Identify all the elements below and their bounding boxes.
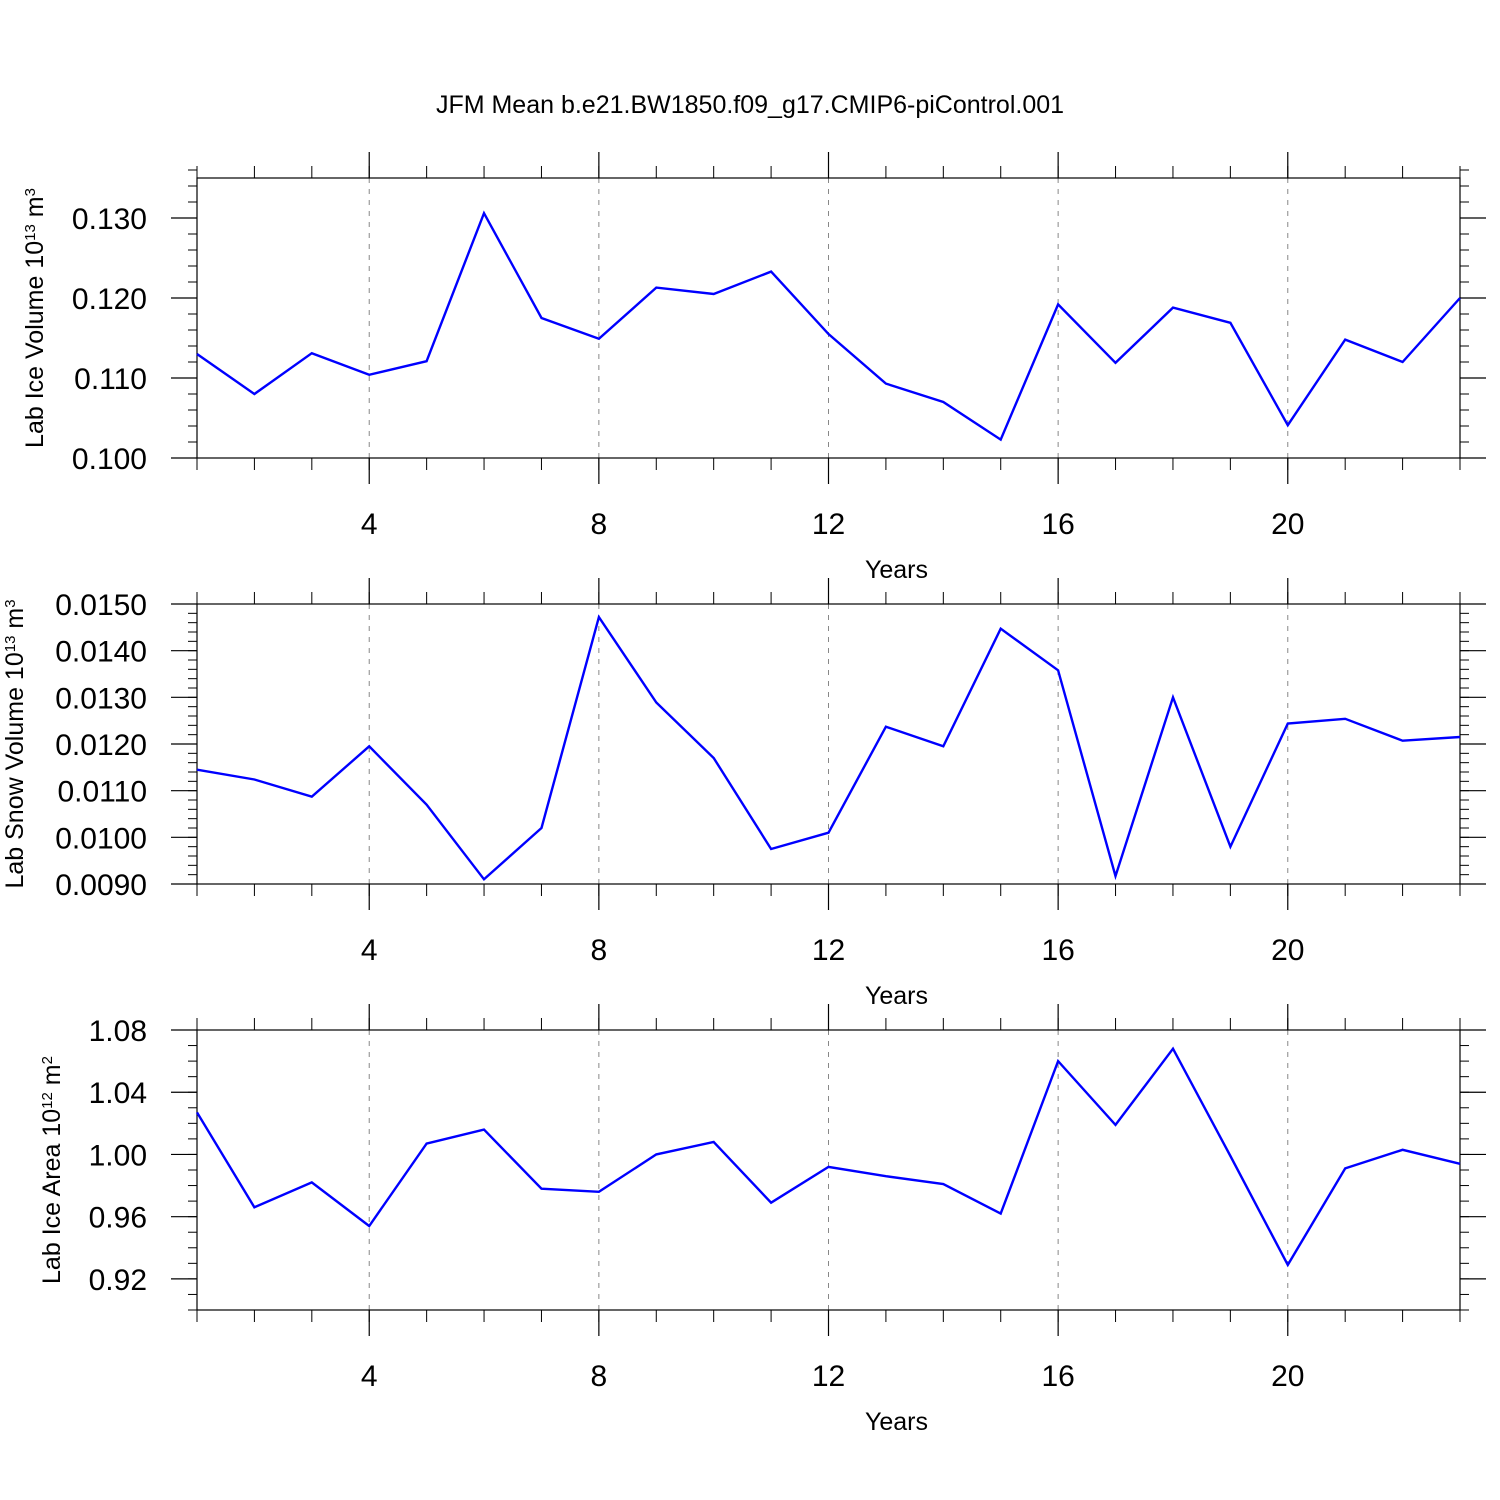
plot-frame <box>196 177 1461 459</box>
x-tick-label: 16 <box>1041 1360 1074 1393</box>
y-axis-label: Lab Ice Volume 1013 m3 <box>21 188 49 448</box>
x-tick-label: 16 <box>1041 934 1074 967</box>
y-tick-label: 1.00 <box>89 1139 147 1172</box>
x-tick-label: 16 <box>1041 508 1074 541</box>
series-line <box>196 614 1461 882</box>
y-tick-label: 0.0090 <box>55 869 147 902</box>
ice-area-panel: 4 8 12 16 20 0.92 0.96 1.00 1.04 1.08 Years Lab Ice… <box>38 1004 1486 1436</box>
y-tick-label: 0.0110 <box>57 776 147 809</box>
x-tick-label: 12 <box>812 1360 845 1393</box>
y-tick-label: 0.0120 <box>55 729 147 762</box>
y-axis-label: Lab Ice Area 1012 m2 <box>38 1056 66 1284</box>
y-tick-label: 0.130 <box>72 203 147 236</box>
x-axis-label: Years <box>865 556 928 584</box>
x-axis-label: Years <box>865 1408 928 1436</box>
y-tick-label: 1.08 <box>89 1015 147 1048</box>
x-tick-label: 8 <box>591 508 608 541</box>
plot-frame <box>196 603 1461 885</box>
snow-volume-panel: 4 8 12 16 20 0.0090 0.0100 0.0110 0.0120 0.0130 0.… <box>1 578 1486 1010</box>
y-tick-label: 0.96 <box>89 1202 147 1235</box>
ice-volume-panel: 4 8 12 16 20 0.100 0.110 0.120 0.130 Years Lab Ice… <box>21 152 1486 584</box>
y-tick-label: 0.0130 <box>55 682 147 715</box>
y-tick-label: 0.110 <box>74 363 147 396</box>
plot-frame <box>196 1029 1461 1311</box>
y-tick-label: 0.0150 <box>55 589 147 622</box>
y-tick-label: 0.0100 <box>55 822 147 855</box>
x-tick-label: 20 <box>1271 1360 1304 1393</box>
x-tick-label: 8 <box>591 1360 608 1393</box>
y-tick-label: 1.04 <box>89 1077 147 1110</box>
x-tick-label: 12 <box>812 508 845 541</box>
y-tick-label: 0.0140 <box>55 636 147 669</box>
y-tick-label: 0.120 <box>72 283 147 316</box>
x-tick-label: 20 <box>1271 934 1304 967</box>
y-tick-label: 0.92 <box>89 1264 147 1297</box>
main-title: JFM Mean b.e21.BW1850.f09_g17.CMIP6-piCo… <box>436 91 1064 119</box>
x-axis-label: Years <box>865 982 928 1010</box>
x-tick-label: 20 <box>1271 508 1304 541</box>
x-tick-label: 12 <box>812 934 845 967</box>
x-tick-label: 4 <box>361 1360 378 1393</box>
x-tick-label: 4 <box>361 934 378 967</box>
x-tick-label: 8 <box>591 934 608 967</box>
y-axis-label: Lab Snow Volume 1013 m3 <box>1 599 29 888</box>
series-line <box>195 1046 1461 1268</box>
x-tick-label: 4 <box>361 508 378 541</box>
y-tick-label: 0.100 <box>72 443 147 476</box>
